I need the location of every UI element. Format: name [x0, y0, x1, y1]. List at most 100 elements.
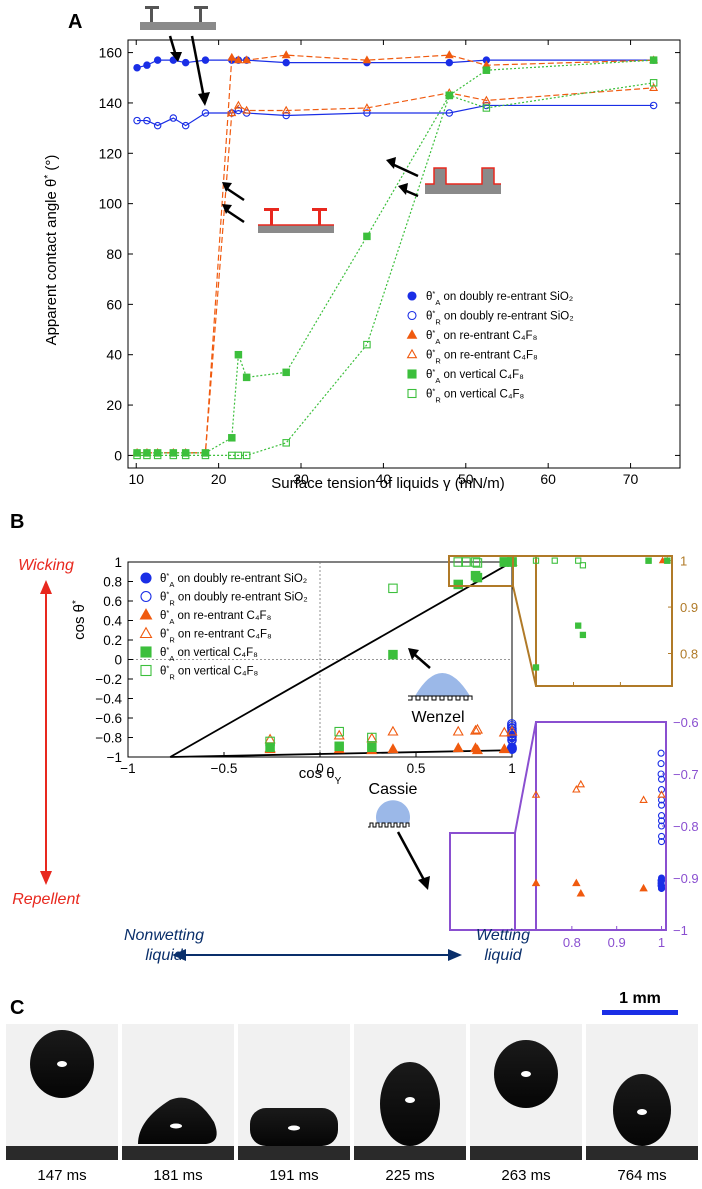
- data-point: [388, 583, 398, 594]
- legend-label: θ*R on re-entrant C₄F₈: [160, 626, 272, 644]
- droplet-highlight: [637, 1109, 647, 1115]
- inset-point: [657, 884, 666, 892]
- data-point: [499, 557, 510, 567]
- series-line: [137, 82, 654, 457]
- data-point: [282, 58, 290, 67]
- nonwetting-wetting-arrow: [172, 949, 462, 961]
- legend-label: θ*R on doubly re-entrant SiO₂: [160, 589, 308, 607]
- plot-frame: [127, 39, 681, 469]
- nonwetting-label-line1: Nonwetting: [124, 927, 204, 944]
- x-tick-label: 1: [508, 761, 516, 776]
- data-point: [181, 451, 190, 460]
- y-tick-label: 20: [106, 397, 122, 413]
- substrate-edge: [238, 1146, 350, 1160]
- y-tick-label: −0.4: [95, 692, 122, 707]
- y-tick-label: −1: [107, 750, 122, 765]
- data-point: [133, 63, 141, 72]
- frame-time-label: 191 ms: [269, 1167, 318, 1184]
- legend-marker: [406, 329, 418, 339]
- inset-point: [664, 557, 671, 564]
- legend-marker: [406, 348, 418, 359]
- inset-point: [645, 557, 652, 564]
- y-tick-label: −0.6: [95, 711, 122, 726]
- x-tick-label: 40: [376, 471, 392, 487]
- data-point: [265, 736, 275, 747]
- inset-top-tick-label: 1: [680, 554, 687, 569]
- inset-bottom-tick-label: 1: [658, 935, 665, 950]
- inset-point: [657, 770, 665, 778]
- data-point: [452, 725, 464, 736]
- data-point: [482, 66, 491, 74]
- data-point: [649, 79, 658, 87]
- legend-marker: [139, 626, 153, 639]
- inset-point: [579, 631, 587, 639]
- drop-frame: 181 ms: [122, 1024, 234, 1184]
- substrate-edge: [122, 1146, 234, 1160]
- substrate-edge: [354, 1146, 466, 1160]
- inset-point: [532, 557, 540, 564]
- data-point: [265, 742, 275, 752]
- reentrant-schematic: [258, 208, 334, 233]
- data-point: [506, 725, 518, 736]
- cassie-label: Cassie: [369, 781, 418, 798]
- inset-bottom-tick-label: 0.9: [608, 935, 626, 950]
- data-point: [367, 732, 377, 743]
- scale-bar-label: 1 mm: [619, 990, 661, 1007]
- x-tick-label: 0: [316, 761, 324, 776]
- drop-frame: 147 ms: [6, 1024, 118, 1184]
- frame-time-label: 181 ms: [153, 1167, 202, 1184]
- inset-point: [639, 883, 648, 892]
- panel-label-c: C: [10, 997, 24, 1019]
- inset-point: [575, 622, 582, 629]
- data-point: [143, 451, 151, 460]
- legend-marker: [140, 664, 152, 677]
- zoom-box-bottom: [449, 832, 516, 931]
- inset-point: [572, 878, 581, 887]
- chart-a: 10 20 30 40 50 60 70 0 20 40 60 80 100 120 140 160 θ*A o…: [99, 39, 681, 487]
- chart-b-xlabel: cos θY: [299, 765, 342, 787]
- substrate-edge: [470, 1146, 582, 1160]
- inset-point: [531, 878, 541, 887]
- scale-bar: [602, 1010, 678, 1015]
- inset-point: [575, 557, 582, 564]
- data-point: [234, 106, 243, 115]
- y-tick-label: 100: [99, 196, 123, 212]
- inset-point: [664, 557, 671, 564]
- data-point: [649, 83, 659, 91]
- x-tick-label: 20: [211, 471, 227, 487]
- cassie-droplet-schematic: [368, 800, 410, 828]
- droplet-highlight: [405, 1097, 415, 1103]
- inset-point: [657, 817, 666, 825]
- y-tick-label: 60: [106, 296, 122, 312]
- wicking-label: Wicking: [18, 557, 74, 574]
- legend-label: θ*R on vertical C₄F₈: [426, 386, 525, 404]
- inset-point: [657, 832, 666, 840]
- inset-bottom-tick-label: −0.8: [673, 819, 699, 834]
- legend-label: θ*A on doubly re-entrant SiO₂: [160, 571, 307, 589]
- inset-bottom-tick-label: 0.8: [563, 935, 581, 950]
- data-point: [153, 451, 162, 460]
- nonwetting-label-line2: liquid: [145, 947, 183, 964]
- legend-marker: [140, 590, 152, 603]
- legend-label: θ*A on re-entrant C₄F₈: [160, 608, 272, 626]
- inset-point: [657, 775, 666, 783]
- data-point: [282, 368, 290, 377]
- inset-point: [551, 557, 558, 564]
- data-point: [363, 340, 371, 349]
- data-point: [143, 61, 151, 69]
- data-point: [242, 105, 252, 114]
- y-tick-label: 80: [106, 246, 122, 262]
- inset-point: [639, 795, 648, 803]
- inset-point: [657, 812, 666, 820]
- data-point: [201, 109, 210, 117]
- legend-marker: [140, 646, 152, 658]
- x-tick-label: −0.5: [211, 761, 238, 776]
- data-point: [181, 121, 190, 130]
- substrate-edge: [586, 1146, 698, 1160]
- legend-marker: [139, 608, 153, 620]
- data-point: [133, 116, 141, 125]
- legend-marker: [407, 388, 417, 399]
- legend-label: θ*R on re-entrant C₄F₈: [426, 347, 538, 365]
- y-tick-label: 0: [114, 447, 122, 463]
